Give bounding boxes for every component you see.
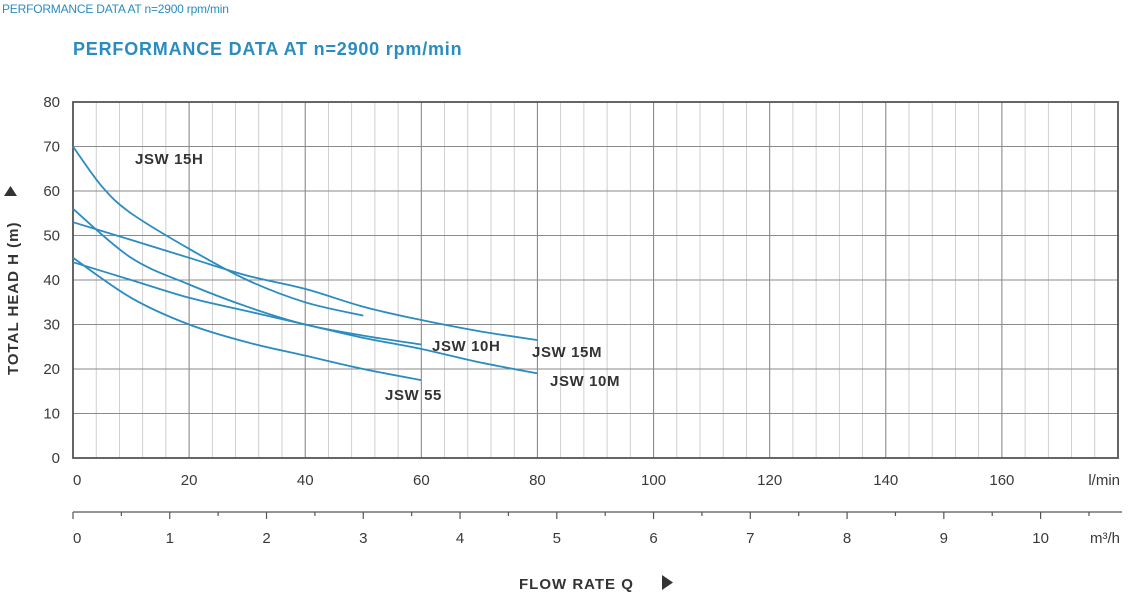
curve-jsw-10h (72, 208, 422, 346)
y-tick-label: 0 (52, 450, 60, 467)
x-axis-arrow-icon (662, 575, 673, 590)
x-tick-labels-lmin: 0 20 40 60 80 100 120 140 160 l/min (73, 472, 1120, 489)
m3h-tick-label: 5 (553, 530, 561, 547)
y-tick-label: 80 (43, 94, 60, 111)
m3h-tick-label: 8 (843, 530, 851, 547)
m3h-tick-label: 10 (1032, 530, 1049, 547)
curve-jsw-15h (72, 145, 364, 317)
y-axis-title: TOTAL HEAD H (m) (5, 222, 22, 376)
y-axis-arrow-icon (4, 186, 17, 196)
x-unit-m3h: m³/h (1090, 530, 1120, 547)
m3h-axis: 0 1 2 3 4 5 6 7 8 9 10 m³/h (72, 511, 1122, 547)
label-jsw-15h: JSW 15H (135, 151, 203, 168)
label-jsw-55: JSW 55 (385, 387, 442, 404)
y-tick-label: 20 (43, 361, 60, 378)
y-tick-label: 40 (43, 272, 60, 289)
y-tick-label: 50 (43, 228, 60, 245)
m3h-tick-label: 9 (940, 530, 948, 547)
x-tick-label: 60 (413, 472, 430, 489)
m3h-tick-label: 3 (359, 530, 367, 547)
curve-jsw-15m (72, 221, 538, 341)
y-tick-label: 70 (43, 139, 60, 156)
curve-jsw-10m (72, 261, 538, 375)
curve-labels: JSW 15H JSW 15M JSW 10H JSW 10M JSW 55 (135, 151, 620, 404)
y-tick-label: 30 (43, 317, 60, 334)
label-jsw-10h: JSW 10H (432, 338, 500, 355)
y-tick-label: 60 (43, 183, 60, 200)
m3h-tick-label: 6 (649, 530, 657, 547)
x-tick-label: 80 (529, 472, 546, 489)
x-unit-lmin: l/min (1088, 472, 1120, 489)
x-tick-label: 140 (873, 472, 898, 489)
curve-jsw-55 (72, 257, 422, 381)
m3h-tick-label: 2 (262, 530, 270, 547)
x-tick-label: 40 (297, 472, 314, 489)
label-jsw-10m: JSW 10M (550, 373, 620, 390)
x-tick-label: 120 (757, 472, 782, 489)
m3h-tick-label: 1 (166, 530, 174, 547)
x-tick-label: 20 (181, 472, 198, 489)
x-tick-label: 100 (641, 472, 666, 489)
m3h-tick-label: 0 (73, 530, 81, 547)
grid (72, 101, 1119, 459)
plot-frame (72, 101, 1119, 459)
chart-title: PERFORMANCE DATA AT n=2900 rpm/min (73, 39, 463, 59)
m3h-tick-label: 7 (746, 530, 754, 547)
page-caption: PERFORMANCE DATA AT n=2900 rpm/min (2, 2, 229, 16)
x-tick-label: 0 (73, 472, 81, 489)
m3h-tick-label: 4 (456, 530, 464, 547)
x-axis-title: FLOW RATE Q (519, 576, 634, 593)
y-tick-label: 10 (43, 406, 60, 423)
x-tick-label: 160 (989, 472, 1014, 489)
y-tick-labels: 0 10 20 30 40 50 60 70 80 (43, 94, 60, 467)
label-jsw-15m: JSW 15M (532, 344, 602, 361)
curves (72, 145, 538, 381)
